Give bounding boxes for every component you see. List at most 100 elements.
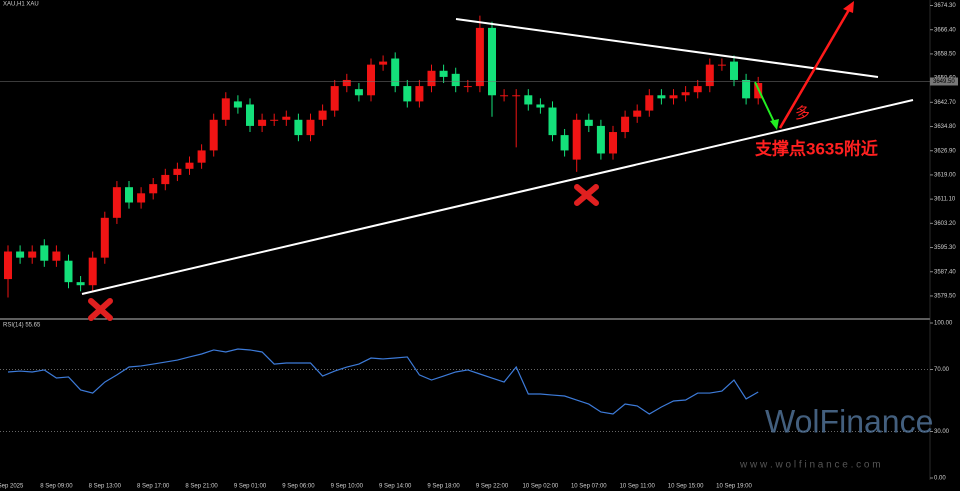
- last-price-label: 3649.50: [933, 79, 955, 85]
- candle-body: [125, 187, 133, 203]
- candle-body: [112, 187, 121, 218]
- x-tick-label: 8 Sep 21:00: [185, 484, 218, 490]
- y-tick-label: 3634.80: [934, 124, 956, 130]
- candle-body: [137, 193, 146, 203]
- watermark: WolFinance: [765, 403, 933, 439]
- x-tick-label: 10 Sep 15:00: [668, 484, 704, 490]
- x-tick-label: 10 Sep 11:00: [620, 484, 656, 490]
- y-tick-label: 30.00: [934, 429, 950, 435]
- candle-body: [100, 217, 109, 258]
- candle-body: [500, 95, 509, 97]
- y-tick-label: 0.00: [934, 476, 946, 482]
- candle-body: [173, 168, 182, 175]
- candle-body: [270, 119, 279, 121]
- x-mark: [88, 184, 599, 321]
- candle-body: [403, 86, 412, 102]
- candle-body: [572, 119, 581, 160]
- candle-body: [379, 61, 388, 65]
- arrow: [754, 81, 776, 125]
- candle-body: [645, 95, 654, 111]
- candle-body: [657, 95, 666, 99]
- candle-body: [28, 251, 37, 258]
- x-tick-label: 9 Sep 22:00: [476, 484, 509, 490]
- candle-body: [367, 64, 375, 96]
- last-price-box: [930, 77, 958, 86]
- candle-body: [258, 119, 267, 126]
- candle-body: [209, 119, 218, 151]
- candle-body: [40, 245, 49, 261]
- candle-body: [306, 119, 315, 136]
- y-tick-label: 3603.20: [934, 221, 956, 227]
- x-tick-label: 10 Sep 19:00: [716, 484, 752, 490]
- candle-body: [536, 104, 545, 108]
- candle-body: [730, 61, 738, 80]
- candle-body: [294, 119, 303, 136]
- arrow-head: [770, 119, 779, 130]
- candle-body: [88, 257, 97, 286]
- candle-body: [439, 70, 448, 77]
- y-tick-label: 3626.90: [934, 148, 956, 154]
- candle-body: [548, 107, 557, 136]
- candle-body: [52, 251, 61, 261]
- trend-line: [455, 18, 879, 78]
- y-tick-label: 3619.00: [934, 173, 956, 179]
- candle-body: [705, 64, 714, 87]
- x-tick-label: 10 Sep 07:00: [571, 484, 607, 490]
- candle-body: [64, 260, 73, 283]
- annotation: 多: [795, 105, 810, 122]
- watermark-url: w w w . w o l f i n a n c e . c o m: [739, 460, 881, 471]
- candle-body: [4, 251, 12, 280]
- candle-body: [560, 135, 569, 151]
- y-tick-label: 3587.40: [934, 269, 956, 275]
- candle-body: [197, 150, 206, 163]
- candle-body: [233, 101, 242, 108]
- y-tick-label: 3595.30: [934, 245, 956, 251]
- rsi-title: RSI(14) 55.65: [3, 323, 41, 329]
- y-tick-label: 3642.70: [934, 100, 956, 106]
- x-tick-label: 9 Sep 10:00: [331, 484, 364, 490]
- trend-line: [81, 99, 914, 295]
- y-tick-label: 3674.30: [934, 3, 956, 9]
- candle-body: [621, 116, 630, 133]
- candle-body: [463, 86, 472, 88]
- x-tick-label: 8 Sep 09:00: [40, 484, 73, 490]
- candle-body: [451, 73, 460, 87]
- candle-body: [330, 86, 339, 111]
- y-tick-label: 3611.10: [934, 197, 956, 203]
- candle-body: [717, 64, 726, 66]
- y-tick-label: 3579.50: [934, 294, 956, 300]
- x-tick-label: 9 Sep 14:00: [379, 484, 412, 490]
- candle-body: [584, 119, 593, 126]
- x-tick-label: 10 Sep 02:00: [523, 484, 559, 490]
- annotation: 支撑点3635附近: [755, 138, 878, 158]
- candle-body: [475, 27, 484, 87]
- chart-title: XAU,H1 XAU: [3, 2, 39, 8]
- candle-body: [415, 86, 424, 102]
- candle-body: [246, 104, 254, 126]
- candle-body: [185, 162, 194, 169]
- candle-body: [354, 89, 363, 96]
- candle-body: [16, 251, 25, 258]
- candle-body: [596, 125, 605, 154]
- candle-body: [342, 79, 351, 87]
- candle-body: [282, 116, 291, 120]
- x-tick-label: 9 Sep 01:00: [234, 484, 267, 490]
- candle-body: [633, 110, 642, 117]
- candle-body: [524, 95, 533, 105]
- candle-body: [149, 184, 158, 194]
- candle-body: [76, 282, 85, 286]
- arrow: [778, 7, 852, 129]
- x-tick-label: 9 Sep 18:00: [427, 484, 460, 490]
- y-tick-label: 3666.40: [934, 27, 956, 33]
- x-tick-label: 8 Sep 2025: [0, 484, 24, 490]
- candle-body: [427, 70, 436, 87]
- y-tick-label: 3658.50: [934, 51, 956, 57]
- candle-body: [609, 132, 617, 154]
- candle-body: [391, 58, 400, 87]
- y-tick-label: 70.00: [934, 367, 950, 373]
- x-tick-label: 8 Sep 13:00: [89, 484, 122, 490]
- x-tick-label: 9 Sep 06:00: [282, 484, 315, 490]
- candle-body: [488, 27, 496, 96]
- candle-body: [693, 86, 702, 93]
- arrow-head: [843, 1, 854, 13]
